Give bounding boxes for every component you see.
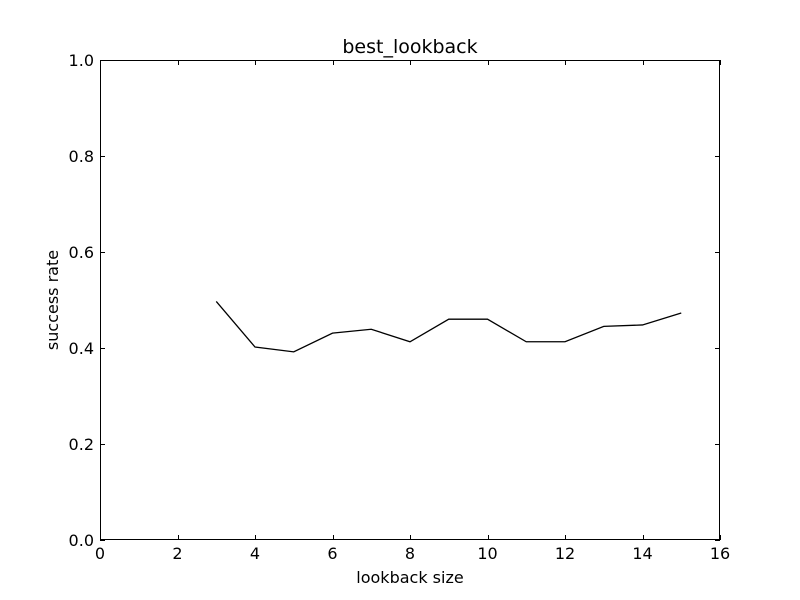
axis-ticks: 0 2 4 6 8 10 12 14 16 0.0 0.2 0.4 0.6 0.8 1.0 xyxy=(69,51,731,563)
x-tick-label: 6 xyxy=(327,544,337,563)
x-tick-label: 0 xyxy=(95,544,105,563)
x-tick-label: 4 xyxy=(250,544,260,563)
x-tick-label: 2 xyxy=(172,544,182,563)
x-tick-label: 8 xyxy=(405,544,415,563)
y-tick-label: 0.6 xyxy=(69,243,94,262)
x-tick-label: 12 xyxy=(555,544,575,563)
x-tick-label: 16 xyxy=(710,544,730,563)
y-tick-label: 0.2 xyxy=(69,435,94,454)
x-tick-label: 10 xyxy=(477,544,497,563)
y-tick-label: 0.4 xyxy=(69,339,94,358)
x-tick-label: 14 xyxy=(632,544,652,563)
y-axis-label: success rate xyxy=(43,250,62,350)
plot-area-frame xyxy=(100,60,720,540)
y-tick-label: 0.0 xyxy=(69,531,94,550)
y-tick-label: 1.0 xyxy=(69,51,94,70)
x-axis-label: lookback size xyxy=(356,568,463,587)
chart-title: best_lookback xyxy=(342,36,477,58)
y-tick-label: 0.8 xyxy=(69,147,94,166)
series-layer xyxy=(215,301,682,353)
series-line xyxy=(215,301,682,353)
